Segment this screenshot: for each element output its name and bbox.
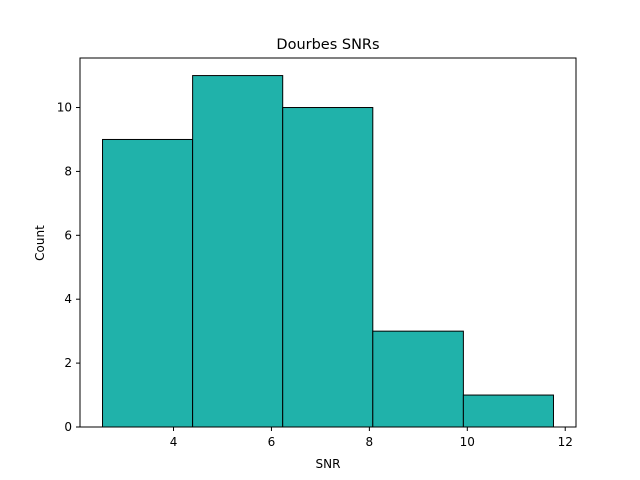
x-tick-label-2: 8 [366,435,374,449]
y-axis-ticks: 0 2 4 6 8 10 [57,101,80,434]
plot-frame [79,57,577,428]
x-tick-label-3: 10 [460,435,475,449]
y-tick-label-0: 0 [64,420,72,434]
y-tick-label-2: 4 [64,292,72,306]
y-tick-label-1: 2 [64,356,72,370]
histogram-bar-2 [282,107,374,428]
x-tick-label-0: 4 [170,435,178,449]
y-tick-label-4: 8 [64,164,72,178]
x-tick-label-1: 6 [268,435,276,449]
chart-title: Dourbes SNRs [276,37,379,53]
x-axis-label: SNR [316,457,341,471]
histogram-bar-1 [192,75,284,428]
histogram-bar-4 [462,394,554,428]
y-axis-label: Count [33,225,47,261]
histogram-bar-0 [102,138,194,428]
y-tick-label-3: 6 [64,228,72,242]
y-tick-label-5: 10 [57,101,72,115]
x-tick-label-4: 12 [558,435,573,449]
histogram-bar-3 [372,330,464,428]
bars-layer [102,75,554,428]
x-axis-ticks: 4 6 8 10 12 [170,427,573,449]
